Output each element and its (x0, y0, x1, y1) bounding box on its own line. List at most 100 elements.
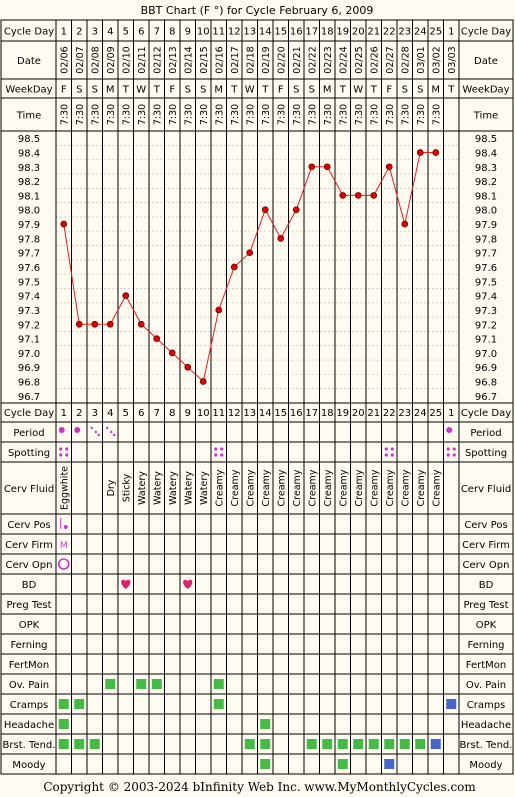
y-tick-label: 96.9 (18, 363, 40, 374)
symptom-box (136, 679, 147, 689)
date-cell: 02/14 (183, 46, 194, 73)
date-cell: 02/17 (230, 46, 241, 73)
time-cell: 7:30 (90, 104, 101, 125)
cycle-day-cell-bottom: 8 (169, 408, 175, 419)
spotting-dot (384, 447, 388, 451)
cerv-fluid-cell: Sticky (121, 473, 132, 502)
cycle-day-cell-bottom: 12 (228, 408, 241, 419)
cycle-day-cell: 9 (185, 27, 191, 38)
time-cell: 7:30 (416, 104, 427, 125)
row-label-cycle_day: Cycle Day (4, 27, 54, 38)
cycle-day-cell-bottom: 16 (290, 408, 303, 419)
cycle-day-cell: 2 (76, 27, 82, 38)
symptom-box (322, 739, 333, 749)
y-tick-label: 97.8 (18, 234, 40, 245)
cycle-day-cell: 7 (154, 27, 160, 38)
temperature-point (199, 378, 207, 385)
time-cell: 7:30 (400, 104, 411, 125)
cycle-day-cell-bottom: 21 (367, 408, 380, 419)
weekday-cell: F (278, 85, 284, 96)
period-dot (58, 427, 65, 433)
symptom-box (415, 739, 426, 749)
y-tick-label-right: 97.4 (475, 292, 497, 303)
time-cell: 7:30 (369, 104, 380, 125)
date-cell: 02/15 (199, 46, 210, 73)
cerv-fluid-cell: Creamy (245, 469, 256, 506)
cerv-fluid-cell: Creamy (292, 469, 303, 506)
period-dot (110, 430, 113, 434)
date-cell: 02/06 (59, 46, 70, 73)
footer-copyright: Copyright © 2003-2024 bInfinity Web Inc. (43, 780, 300, 794)
y-tick-label-right: 97.1 (475, 335, 497, 346)
cycle-day-cell-bottom: 11 (212, 408, 225, 419)
spotting-dot (446, 453, 450, 457)
row-label-right: Cerv Firm (462, 540, 510, 551)
date-cell: 02/18 (245, 46, 256, 73)
date-cell: 02/28 (400, 46, 411, 73)
y-tick-label-right: 96.8 (475, 378, 497, 389)
weekday-cell: T (339, 85, 347, 96)
symptom-box (58, 739, 69, 749)
cycle-day-cell: 22 (383, 27, 396, 38)
temperature-point (401, 220, 409, 228)
y-tick-label-right: 97.7 (475, 249, 497, 260)
y-tick-label-right: 97.2 (475, 320, 497, 331)
temperature-line (63, 151, 436, 383)
weekday-cell: F (61, 85, 67, 96)
date-cell: 03/02 (431, 46, 442, 73)
y-tick-label-right: 97.9 (475, 220, 497, 231)
weekday-cell: T (122, 85, 130, 96)
y-tick-label-right: 97.5 (475, 277, 497, 288)
weekday-cell: S (185, 85, 191, 96)
weekday-cell: T (370, 85, 378, 96)
temperature-point (137, 320, 145, 328)
cycle-day-cell-bottom: 24 (414, 408, 427, 419)
chart-title: BBT Chart (F °) for Cycle February 6, 20… (141, 4, 374, 17)
spotting-dot (220, 453, 224, 457)
time-cell: 7:30 (230, 104, 241, 125)
row-label-time-right: Time (473, 111, 498, 122)
spotting-dot (390, 447, 394, 451)
cycle-day-cell-bottom: 17 (305, 408, 318, 419)
cycle-day-cell: 1 (448, 27, 454, 38)
row-label-date-right: Date (474, 56, 498, 67)
y-tick-label: 98.4 (18, 148, 40, 159)
symptom-box (244, 739, 255, 749)
y-tick-label: 98.1 (18, 191, 40, 202)
symptom-box (337, 759, 348, 769)
temperature-point (215, 306, 223, 314)
symptom-box (306, 739, 317, 749)
symptom-box (74, 739, 85, 749)
cycle-day-cell-bottom: 9 (185, 408, 191, 419)
y-tick-label: 97.7 (18, 249, 40, 260)
cerv-fluid-cell: Creamy (369, 469, 380, 506)
spotting-dot (220, 447, 224, 451)
symptom-box (384, 759, 395, 769)
weekday-cell: S (402, 85, 408, 96)
cycle-day-cell-bottom: 22 (383, 408, 396, 419)
footer-site: www.MyMonthlyCycles.com (304, 780, 476, 794)
cycle-day-cell-bottom: 13 (243, 408, 256, 419)
spotting-dot (390, 453, 394, 457)
y-tick-label-right: 96.7 (475, 392, 497, 403)
weekday-cell: S (92, 85, 98, 96)
row-label-right: Brst. Tend. (460, 740, 513, 751)
cycle-day-cell-bottom: 7 (154, 408, 160, 419)
y-tick-label: 97.0 (18, 349, 40, 360)
y-tick-label-right: 97.0 (475, 349, 497, 360)
cycle-day-cell: 11 (212, 27, 225, 38)
temperature-point (370, 192, 378, 199)
y-tick-label-right: 97.6 (475, 263, 497, 274)
cycle-day-cell: 16 (290, 27, 303, 38)
date-cell: 02/08 (90, 46, 101, 73)
row-label-cycle_day-bottom: Cycle Day (4, 408, 54, 419)
weekday-cell: T (447, 85, 455, 96)
temperature-point (91, 320, 99, 328)
temperature-point (106, 320, 114, 328)
cycle-day-cell: 1 (61, 27, 67, 38)
time-cell: 7:30 (385, 104, 396, 125)
temperature-point (153, 335, 161, 342)
date-cell: 02/13 (168, 46, 179, 73)
row-label: Cerv Fluid (4, 484, 54, 495)
time-cell: 7:30 (245, 104, 256, 125)
